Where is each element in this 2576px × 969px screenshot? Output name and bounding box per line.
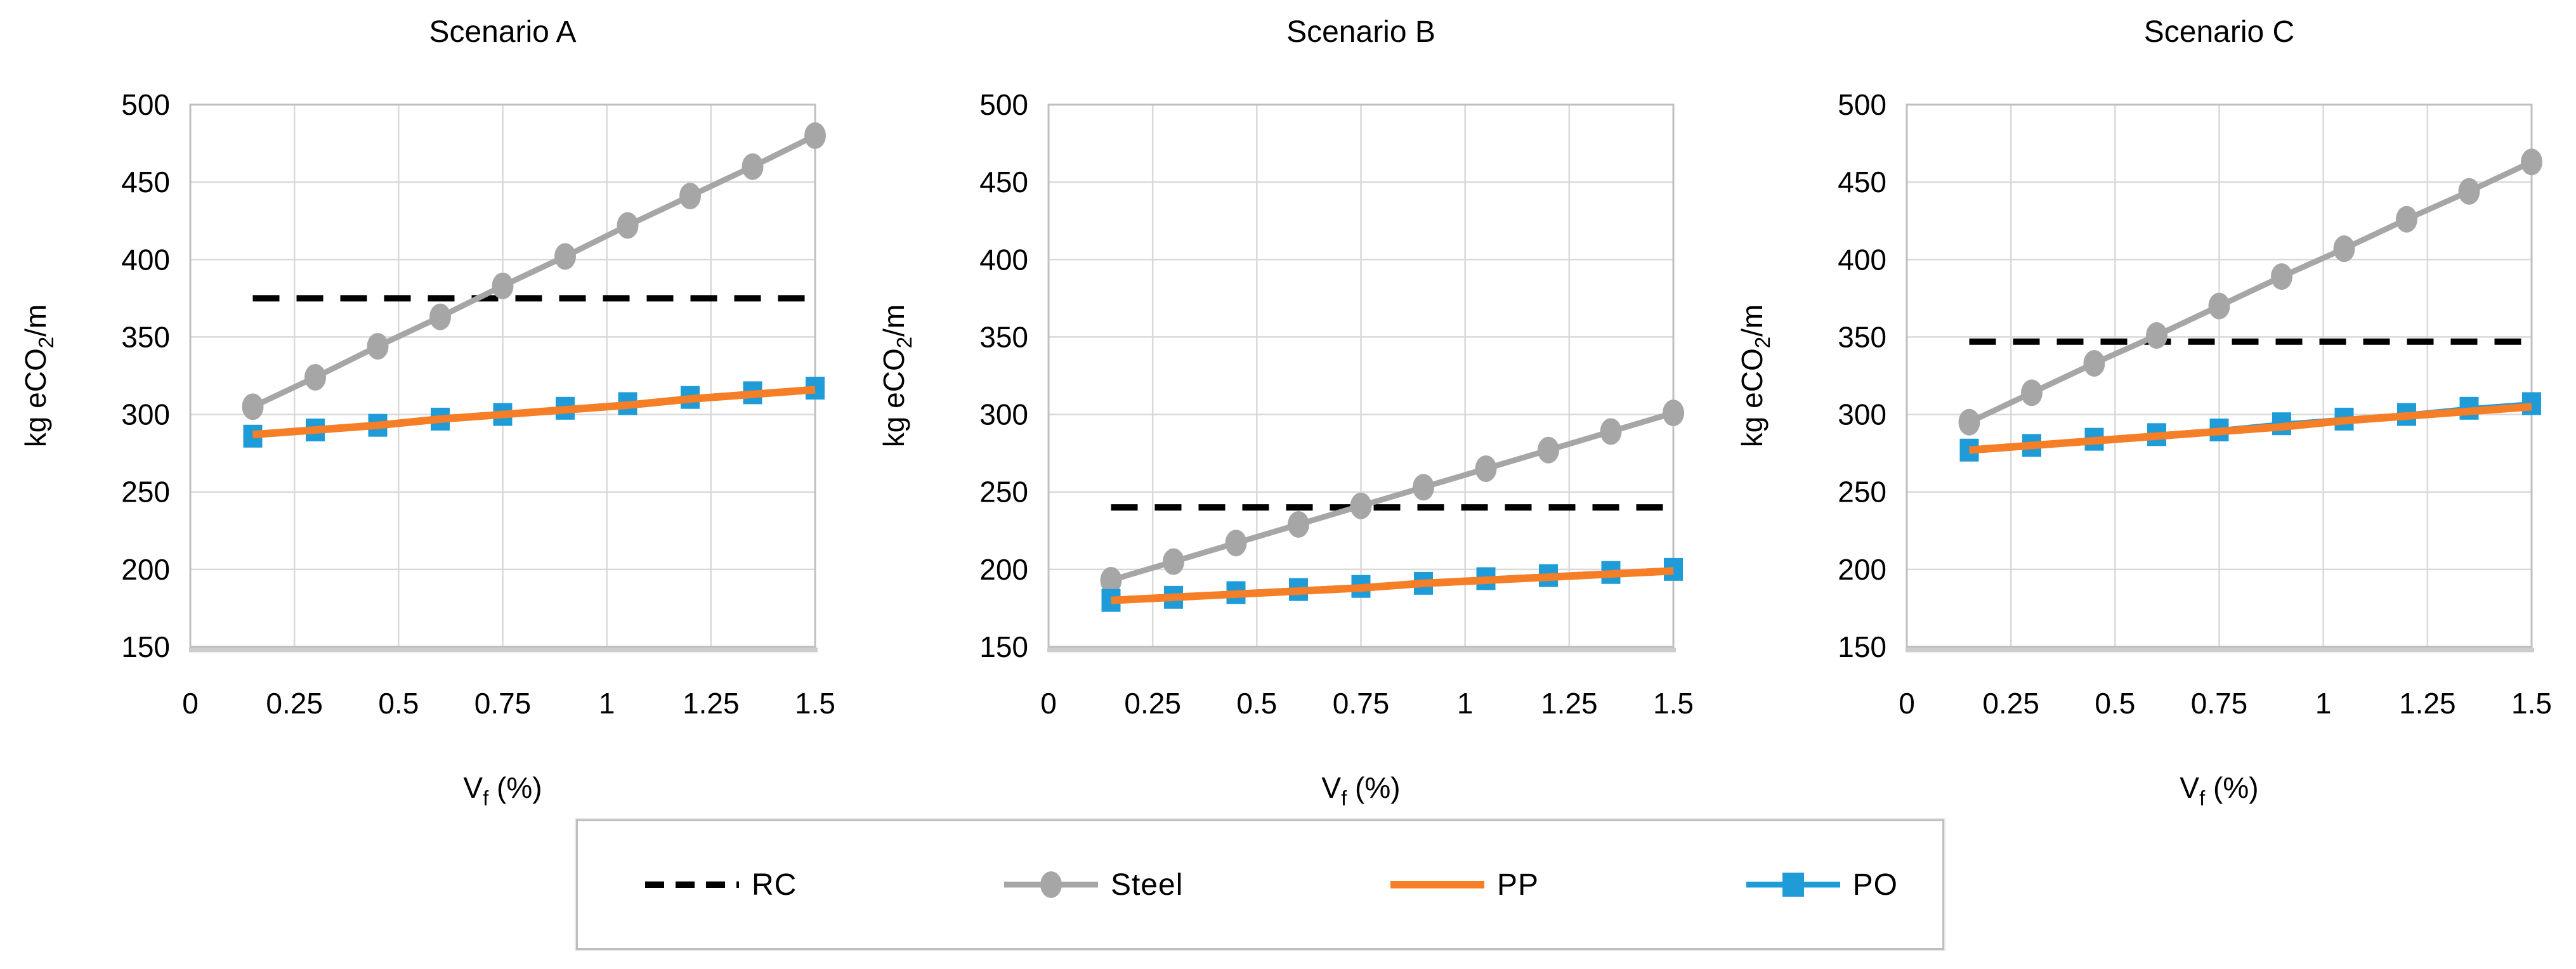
x-tick-labels: 0 0.25 0.5 0.75 1 1.25 1.5 [182, 687, 835, 720]
svg-text:500: 500 [979, 88, 1028, 121]
steel-series-line [1968, 159, 2533, 425]
steel-series-line [251, 133, 816, 410]
legend-item-label: PO [1852, 868, 1898, 902]
plot-border [189, 103, 816, 648]
svg-text:0: 0 [1040, 687, 1057, 720]
svg-text:200: 200 [979, 553, 1028, 586]
svg-text:1.5: 1.5 [795, 687, 835, 720]
svg-text:400: 400 [121, 243, 170, 276]
legend-item-rc: RC [641, 864, 797, 905]
plot-border [1047, 103, 1675, 648]
gridlines [1906, 103, 2533, 648]
svg-text:350: 350 [979, 320, 1028, 353]
svg-text:0.25: 0.25 [1124, 687, 1181, 720]
svg-text:1.5: 1.5 [2511, 687, 2552, 720]
svg-text:1: 1 [1457, 687, 1474, 720]
y-tick-labels: 500 450 400 350 300 250 200 150 [1838, 88, 1886, 663]
svg-text:450: 450 [979, 166, 1028, 198]
svg-text:350: 350 [1838, 320, 1886, 353]
svg-text:0.5: 0.5 [2095, 687, 2135, 720]
svg-text:1.5: 1.5 [1653, 687, 1694, 720]
pp-series-line [1969, 403, 2532, 454]
legend-item-label: Steel [1110, 868, 1184, 902]
svg-text:450: 450 [121, 166, 170, 198]
svg-text:300: 300 [121, 398, 170, 431]
steel-markers [1958, 148, 2542, 436]
svg-text:150: 150 [121, 630, 170, 663]
svg-text:1.25: 1.25 [683, 687, 740, 720]
chart-scenario-c: Scenario C 500 450 400 350 300 250 200 150 0 0.25 0… [1716, 0, 2575, 818]
x-axis-title: Vf (%) [2180, 771, 2258, 810]
chart-title: Scenario C [2144, 15, 2294, 49]
svg-text:150: 150 [1838, 630, 1886, 663]
svg-text:200: 200 [1838, 553, 1886, 586]
svg-text:0.75: 0.75 [474, 687, 532, 720]
svg-text:500: 500 [121, 88, 170, 121]
svg-text:0.5: 0.5 [1236, 687, 1277, 720]
svg-text:250: 250 [121, 476, 170, 509]
svg-text:450: 450 [1838, 166, 1886, 198]
gridlines [189, 103, 816, 648]
gridlines [1047, 103, 1675, 648]
svg-text:400: 400 [1838, 243, 1886, 276]
x-tick-labels: 0 0.25 0.5 0.75 1 1.25 1.5 [1040, 687, 1694, 720]
svg-text:0.5: 0.5 [378, 687, 419, 720]
svg-text:0.75: 0.75 [2191, 687, 2248, 720]
y-axis-title: kg eCO2/m [19, 304, 58, 447]
svg-text:250: 250 [979, 476, 1028, 509]
steel-series-line [1110, 410, 1675, 583]
svg-text:0.25: 0.25 [266, 687, 323, 720]
svg-text:150: 150 [979, 630, 1028, 663]
legend-po-line-icon [1746, 873, 1840, 897]
svg-text:300: 300 [979, 398, 1028, 431]
charts-row: Scenario A 500 450 400 350 300 250 200 150 0 0.25 0… [0, 0, 2575, 818]
legend-rc-dash-icon [645, 881, 739, 888]
x-axis-title: Vf (%) [1321, 771, 1400, 810]
plot-border [1906, 103, 2533, 648]
x-tick-labels: 0 0.25 0.5 0.75 1 1.25 1.5 [1899, 687, 2552, 720]
svg-text:400: 400 [979, 243, 1028, 276]
svg-text:200: 200 [121, 553, 170, 586]
svg-text:250: 250 [1838, 476, 1886, 509]
svg-text:0: 0 [1899, 687, 1915, 720]
legend-item-label: RC [752, 868, 797, 902]
legend-item-po: PO [1742, 864, 1898, 905]
svg-text:350: 350 [121, 320, 170, 353]
y-tick-labels: 500 450 400 350 300 250 200 150 [979, 88, 1028, 663]
svg-text:1: 1 [2315, 687, 2332, 720]
y-axis-title: kg eCO2/m [1736, 304, 1774, 447]
y-axis-title: kg eCO2/m [877, 304, 916, 447]
x-axis-title: Vf (%) [463, 771, 542, 810]
legend: RC Steel PP PO [576, 819, 1944, 950]
svg-text:0.25: 0.25 [1982, 687, 2039, 720]
legend-item-label: PP [1496, 868, 1540, 902]
svg-text:1.25: 1.25 [1541, 687, 1598, 720]
legend-item-pp: PP [1387, 864, 1539, 905]
svg-text:0.75: 0.75 [1333, 687, 1390, 720]
svg-text:500: 500 [1838, 88, 1886, 121]
y-tick-labels: 500 450 400 350 300 250 200 150 [121, 88, 170, 663]
svg-text:1: 1 [599, 687, 615, 720]
legend-item-steel: Steel [1000, 864, 1183, 905]
chart-scenario-b: Scenario B 500 450 400 350 300 250 200 150 0 0.25 0… [858, 0, 1716, 818]
steel-markers [1100, 400, 1684, 594]
chart-title: Scenario A [429, 15, 576, 49]
svg-text:0: 0 [182, 687, 199, 720]
pp-series-line [252, 386, 816, 439]
pp-series-line [1111, 567, 1674, 604]
svg-text:300: 300 [1838, 398, 1886, 431]
chart-scenario-a: Scenario A 500 450 400 350 300 250 200 150 0 0.25 0… [0, 0, 858, 818]
legend-steel-line-icon [1004, 871, 1098, 898]
po-markers [1101, 557, 1683, 612]
legend-pp-line-icon [1390, 881, 1484, 888]
svg-text:1.25: 1.25 [2399, 687, 2456, 720]
chart-title: Scenario B [1286, 15, 1435, 49]
steel-markers [242, 122, 826, 420]
